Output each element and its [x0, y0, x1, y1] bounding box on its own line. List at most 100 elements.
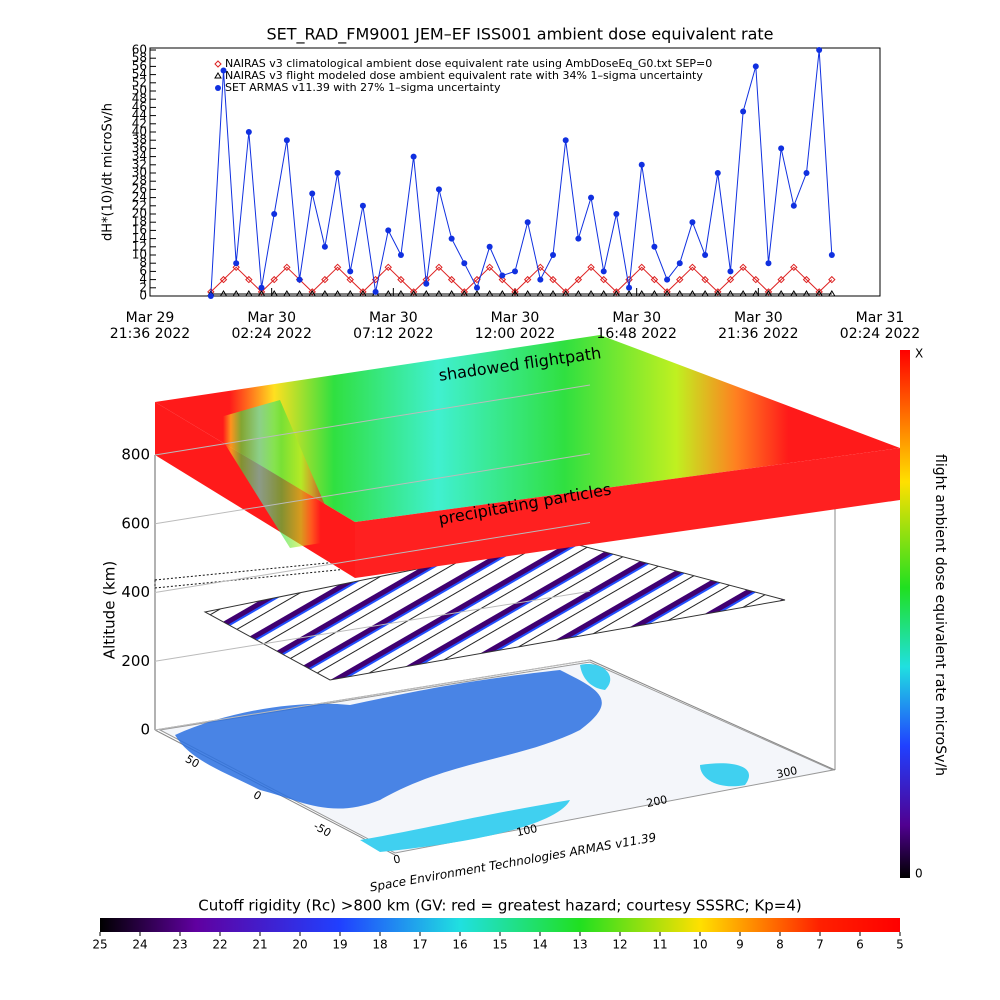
point [397, 275, 405, 284]
rigidity-tick-label: 23 [172, 938, 187, 952]
point [739, 289, 748, 297]
point [282, 289, 291, 297]
point [460, 288, 469, 296]
point [789, 289, 798, 297]
point [435, 186, 442, 193]
point [448, 235, 455, 242]
point [827, 289, 836, 297]
point [600, 268, 607, 275]
y-tick-label: 36 [132, 141, 147, 155]
point [499, 272, 506, 279]
altitude-grid [154, 659, 591, 731]
point [549, 275, 557, 284]
point [751, 289, 760, 297]
y-tick-label: 22 [132, 198, 147, 212]
altitude-grid [154, 522, 591, 593]
rigidity-tick-label: 5 [896, 938, 904, 952]
longitude-tick-label: 300 [775, 764, 798, 781]
slab-front [355, 448, 900, 578]
point [688, 263, 697, 272]
point [347, 268, 354, 275]
y-axis-label: dH*(10)/dt microSv/h [101, 103, 116, 241]
point [257, 289, 266, 297]
altitude-tick-label: 0 [140, 721, 150, 739]
legend-label: NAIRAS v3 climatological ambient dose eq… [225, 57, 712, 70]
point [765, 260, 772, 267]
rigidity-tick-label: 6 [856, 938, 864, 952]
point [309, 190, 316, 197]
x-tick-label: Mar 30 21:36 2022 [718, 310, 798, 342]
point [815, 289, 824, 297]
y-tick-label: 38 [132, 133, 147, 147]
y-tick-label: 12 [132, 239, 147, 253]
rigidity-tick-label: 7 [816, 938, 824, 952]
altitude-grid [154, 590, 591, 662]
point [676, 275, 684, 284]
point [650, 289, 659, 297]
point [664, 276, 671, 283]
point [384, 289, 393, 297]
point [214, 72, 222, 79]
y-tick-label: 24 [132, 190, 147, 204]
point [333, 289, 342, 297]
point [524, 219, 531, 226]
point [308, 289, 317, 297]
point [215, 85, 221, 91]
legend-label: NAIRAS v3 flight modeled dose ambient eq… [225, 69, 703, 82]
point [207, 293, 214, 299]
point [612, 289, 621, 297]
latitude-tick-label: 50 [183, 752, 202, 770]
altitude-tick-label: 800 [121, 446, 150, 464]
point [410, 153, 417, 160]
rigidity-tick-label: 22 [212, 938, 227, 952]
point [638, 161, 645, 168]
x-tick-label: Mar 30 02:24 2022 [231, 310, 311, 342]
point [512, 268, 518, 275]
latitude-tick-label: -50 [311, 819, 333, 839]
rigidity-tick-label: 9 [736, 938, 744, 952]
point [600, 275, 608, 284]
point [802, 289, 811, 297]
point [574, 289, 583, 297]
point [359, 202, 366, 209]
point [550, 252, 557, 258]
slab-band [210, 400, 340, 548]
point [828, 275, 836, 284]
point [815, 288, 823, 296]
point [245, 275, 253, 284]
point [638, 263, 646, 272]
y-tick-label: 40 [132, 125, 147, 139]
australia [700, 763, 749, 787]
point [244, 289, 253, 297]
point [676, 260, 683, 267]
flight-tracks [203, 539, 786, 681]
point [790, 202, 797, 209]
point [663, 289, 671, 297]
y-tick-label: 4 [139, 272, 147, 286]
point [321, 243, 328, 250]
point [359, 289, 367, 297]
point [257, 288, 266, 296]
point [802, 275, 811, 284]
point [372, 288, 379, 295]
point [714, 170, 721, 176]
x-tick-label: Mar 30 12:00 2022 [475, 310, 555, 342]
point [423, 280, 430, 287]
x-tick-label: Mar 30 07:12 2022 [353, 310, 433, 342]
x-tick-label: Mar 30 16:48 2022 [596, 310, 676, 342]
point [562, 137, 569, 144]
point [346, 289, 355, 297]
longitude-tick-label: 200 [645, 793, 668, 810]
y-tick-label: 8 [139, 256, 147, 270]
point [346, 275, 354, 284]
rigidity-tick-label: 21 [252, 938, 267, 952]
point [283, 137, 290, 144]
x-tick-label: Mar 31 02:24 2022 [840, 310, 920, 342]
point [650, 275, 659, 284]
y-tick-label: 28 [132, 174, 147, 188]
point [220, 67, 227, 74]
point [637, 289, 646, 297]
point [511, 288, 519, 296]
point [498, 275, 507, 284]
y-tick-label: 16 [132, 223, 147, 237]
